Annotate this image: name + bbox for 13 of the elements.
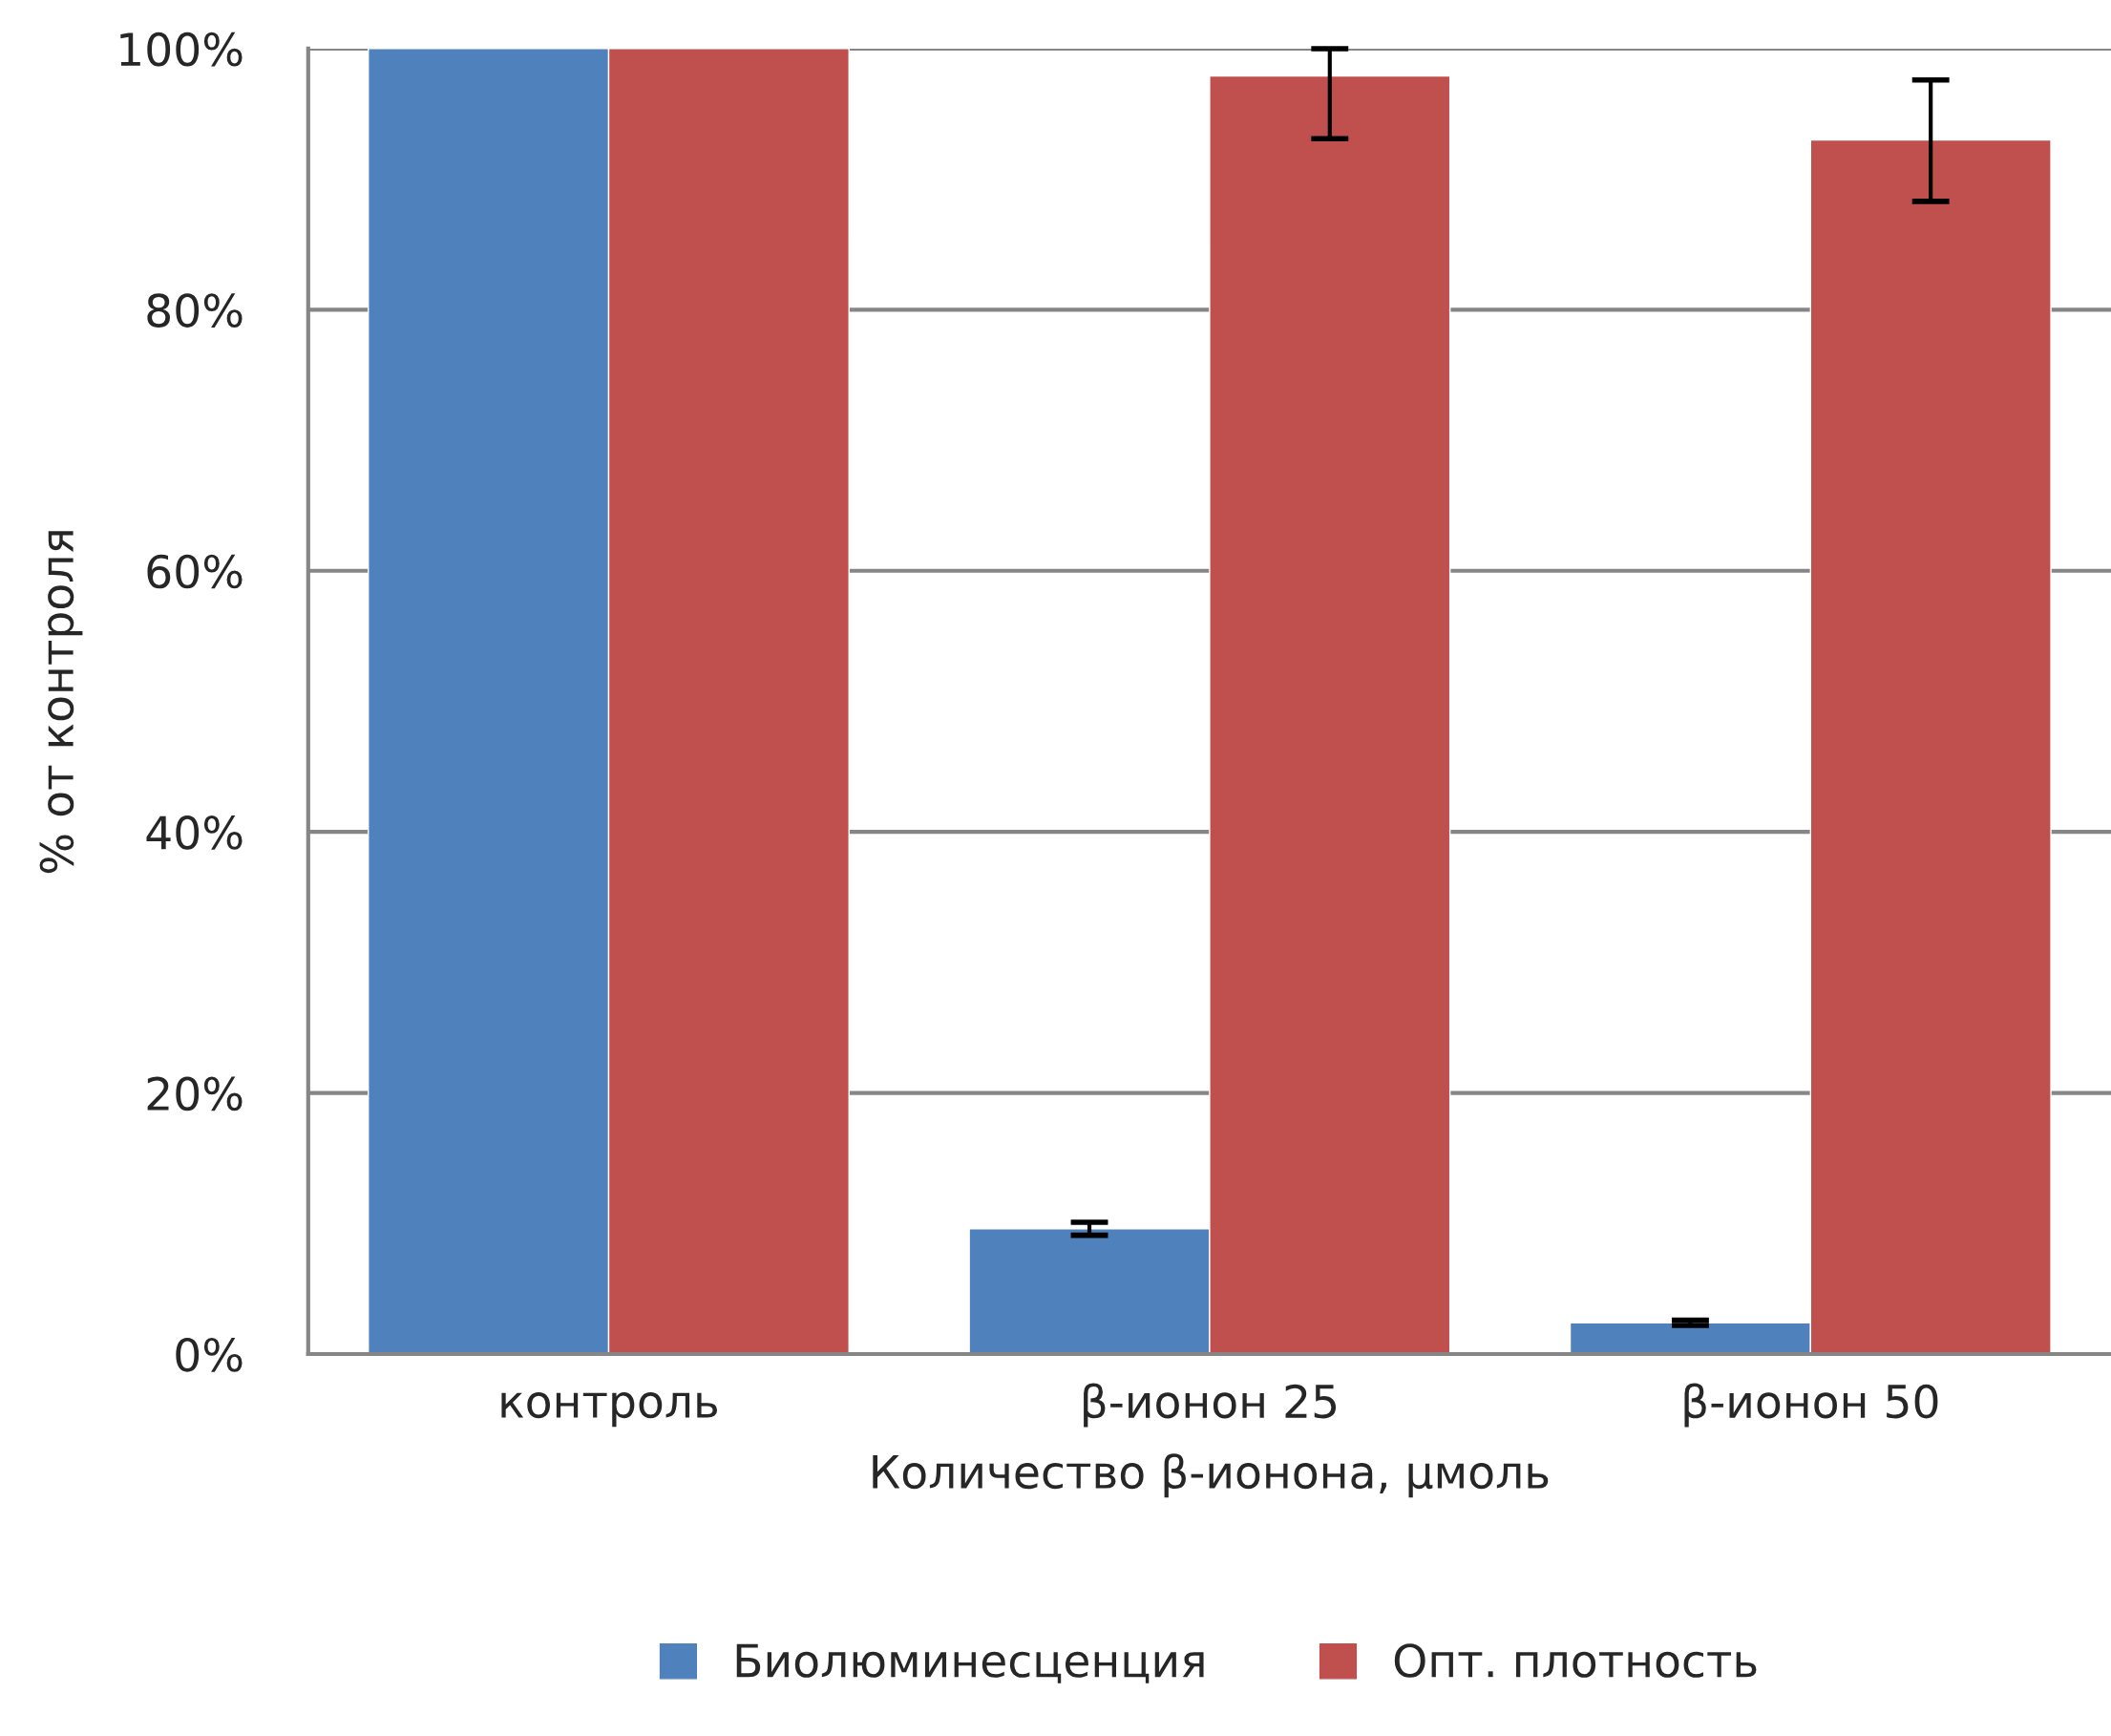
y-tick-label: 100% [120,32,243,67]
x-tick-label: β-ионон 25 [1084,1383,1337,1428]
x-tick-label: контроль [501,1392,718,1428]
x-axis-title: Количество β-ионона, μмоль [873,1453,1549,1498]
y-tick-label: 20% [147,1076,243,1111]
legend-label: Опт. плотность [1394,1643,1757,1678]
y-axis-title: % от контроля [39,531,83,874]
y-tick-label: 0% [176,1337,243,1372]
y-tick-label: 80% [147,293,243,328]
legend-label: Биолюминесценция [736,1643,1204,1683]
y-tick-label: 40% [146,815,243,850]
x-tick-label: β-ионон 50 [1684,1383,1938,1428]
y-tick-label: 60% [147,554,243,589]
